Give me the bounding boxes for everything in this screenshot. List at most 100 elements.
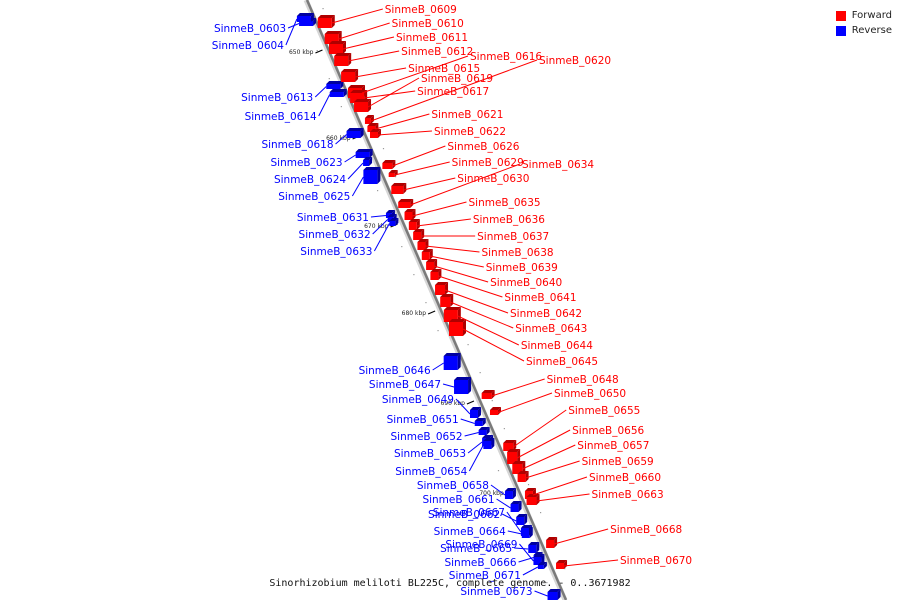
gene-label[interactable]: SinmeB_0650 [554,388,626,400]
gene-block-SinmeB_0663 [526,494,540,505]
gene-label[interactable]: SinmeB_0648 [547,374,619,386]
gene-label[interactable]: SinmeB_0645 [526,356,598,368]
gene-label[interactable]: SinmeB_0657 [577,440,649,452]
gene-bevel [481,390,495,393]
gene-side [310,13,314,22]
gene-side [517,449,521,464]
gene-leader-line [347,162,364,180]
gene-body [510,504,519,512]
gene-label[interactable]: SinmeB_0673 [460,586,532,598]
gene-label[interactable]: SinmeB_0669 [445,539,517,551]
gene-label[interactable]: SinmeB_0635 [469,197,541,209]
gene-label[interactable]: SinmeB_0630 [457,173,529,185]
gene-label[interactable]: SinmeB_0619 [421,73,493,85]
gene-label[interactable]: SinmeB_0642 [510,308,582,320]
gene-label[interactable]: SinmeB_0613 [241,92,313,104]
gene-label[interactable]: SinmeB_0639 [486,262,558,274]
gene-body [388,173,395,177]
gene-block-SinmeB_0647 [454,377,472,394]
gene-block-SinmeB_0640 [426,259,438,270]
gene-label[interactable]: SinmeB_0609 [385,4,457,16]
gene-bevel [355,149,373,152]
gene-label[interactable]: SinmeB_0611 [396,32,468,44]
gene-label[interactable]: SinmeB_0622 [434,126,506,138]
gene-label[interactable]: SinmeB_0649 [382,394,454,406]
gene-label[interactable]: SinmeB_0614 [245,111,317,123]
gene-label[interactable]: SinmeB_0661 [422,494,494,506]
gene-label[interactable]: SinmeB_0651 [387,414,459,426]
gene-label[interactable]: SinmeB_0668 [610,524,682,536]
gene-block-SinmeB_0624 [363,157,373,166]
gene-body [440,297,451,307]
gene-label[interactable]: SinmeB_0632 [299,229,371,241]
gene-label[interactable]: SinmeB_0663 [592,489,664,501]
gene-label[interactable]: SinmeB_0620 [539,55,611,67]
gene-label[interactable]: SinmeB_0665 [440,543,512,555]
gene-block-SinmeB_0639 [421,249,433,260]
gene-label[interactable]: SinmeB_0659 [582,456,654,468]
gene-label[interactable]: SinmeB_0636 [473,214,545,226]
gene-label[interactable]: SinmeB_0670 [620,555,692,567]
gene-body [489,410,498,415]
gene-bevel [408,219,420,222]
gene-label[interactable]: SinmeB_0667 [433,507,505,519]
gene-side [412,209,416,220]
gene-label[interactable]: SinmeB_0654 [395,466,467,478]
gene-bevel [430,269,442,272]
gene-label[interactable]: SinmeB_0616 [470,51,542,63]
gene-body [421,252,430,260]
gene-block-SinmeB_0655 [503,440,517,451]
gene-label[interactable]: SinmeB_0629 [452,157,524,169]
gene-label[interactable]: SinmeB_0662 [428,509,500,521]
gene-label[interactable]: SinmeB_0631 [297,212,369,224]
gene-label[interactable]: SinmeB_0653 [394,448,466,460]
gene-label[interactable]: SinmeB_0612 [401,46,473,58]
gene-label[interactable]: SinmeB_0637 [477,231,549,243]
gene-label[interactable]: SinmeB_0603 [214,23,286,35]
gene-label[interactable]: SinmeB_0634 [522,159,594,171]
gene-label[interactable]: SinmeB_0626 [447,141,519,153]
gene-bevel [443,307,461,310]
gene-label[interactable]: SinmeB_0644 [521,340,593,352]
gene-label[interactable]: SinmeB_0638 [481,247,553,259]
gene-side [392,160,396,169]
gene-leader-line [464,432,479,437]
minor-tick [425,302,427,304]
gene-leader-line [507,530,522,535]
gene-label[interactable]: SinmeB_0652 [391,431,463,443]
gene-block-SinmeB_0609 [317,15,335,28]
gene-label[interactable]: SinmeB_0656 [572,425,644,437]
gene-label[interactable]: SinmeB_0664 [434,526,506,538]
gene-bevel [478,427,490,430]
gene-label[interactable]: SinmeB_0623 [271,157,343,169]
gene-label[interactable]: SinmeB_0610 [392,18,464,30]
gene-label[interactable]: SinmeB_0643 [515,323,587,335]
gene-side [377,129,381,138]
gene-bevel [448,319,466,322]
reverse-swatch [835,25,846,36]
gene-label[interactable]: SinmeB_0647 [369,379,441,391]
gene-label[interactable]: SinmeB_0640 [490,277,562,289]
gene-label[interactable]: SinmeB_0624 [274,174,346,186]
gene-label[interactable]: SinmeB_0666 [444,557,516,569]
gene-label[interactable]: SinmeB_0618 [261,139,333,151]
gene-label[interactable]: SinmeB_0646 [359,365,431,377]
gene-label[interactable]: SinmeB_0633 [300,246,372,258]
gene-block-SinmeB_0633 [389,218,399,226]
gene-bevel [413,229,425,232]
gene-leader-line [519,543,534,562]
gene-label[interactable]: SinmeB_0615 [408,63,480,75]
gene-label[interactable]: SinmeB_0617 [417,86,489,98]
gene-bevel [296,13,314,16]
gene-label[interactable]: SinmeB_0641 [504,292,576,304]
gene-label[interactable]: SinmeB_0625 [278,191,350,203]
gene-label[interactable]: SinmeB_0655 [568,405,640,417]
gene-label[interactable]: SinmeB_0660 [589,472,661,484]
gene-label[interactable]: SinmeB_0671 [449,570,521,582]
gene-block-SinmeB_0668 [546,537,558,548]
gene-label[interactable]: SinmeB_0658 [417,480,489,492]
minor-tick [540,512,542,514]
gene-label[interactable]: SinmeB_0604 [212,40,284,52]
gene-side [522,461,526,474]
gene-label[interactable]: SinmeB_0621 [431,109,503,121]
